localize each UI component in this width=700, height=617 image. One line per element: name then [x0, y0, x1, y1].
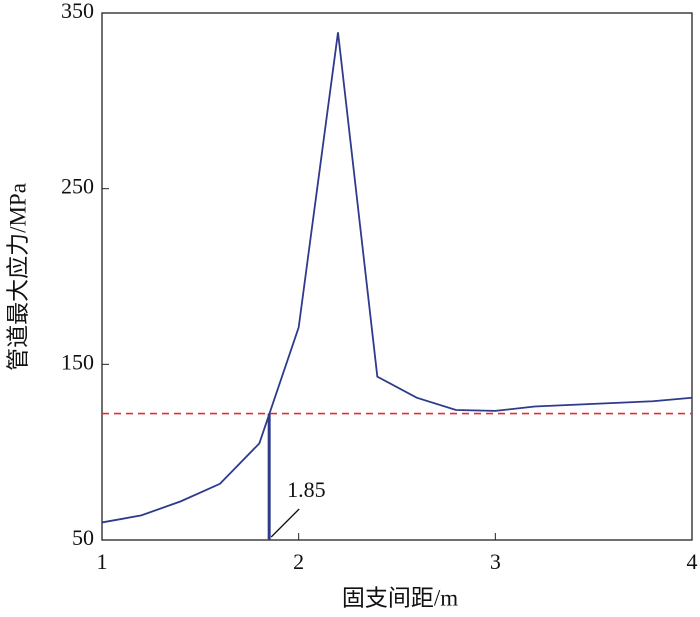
y-tick-label: 250	[61, 174, 94, 199]
y-tick-label: 350	[61, 0, 94, 23]
y-tick-label: 50	[72, 525, 94, 550]
plot-frame	[101, 12, 693, 541]
x-axis-title: 固支间距/m	[342, 585, 458, 610]
data-line	[101, 32, 693, 524]
x-tick-label: 4	[687, 549, 698, 574]
x-tick-label: 1	[97, 549, 108, 574]
annotation-leader	[270, 508, 300, 538]
x-tick-label: 2	[293, 549, 304, 574]
y-axis-title: 管道最大应力/MPa	[5, 183, 30, 371]
marker-label: 1.85	[287, 477, 326, 502]
y-tick-label: 150	[61, 349, 94, 374]
x-tick-label: 3	[490, 549, 501, 574]
